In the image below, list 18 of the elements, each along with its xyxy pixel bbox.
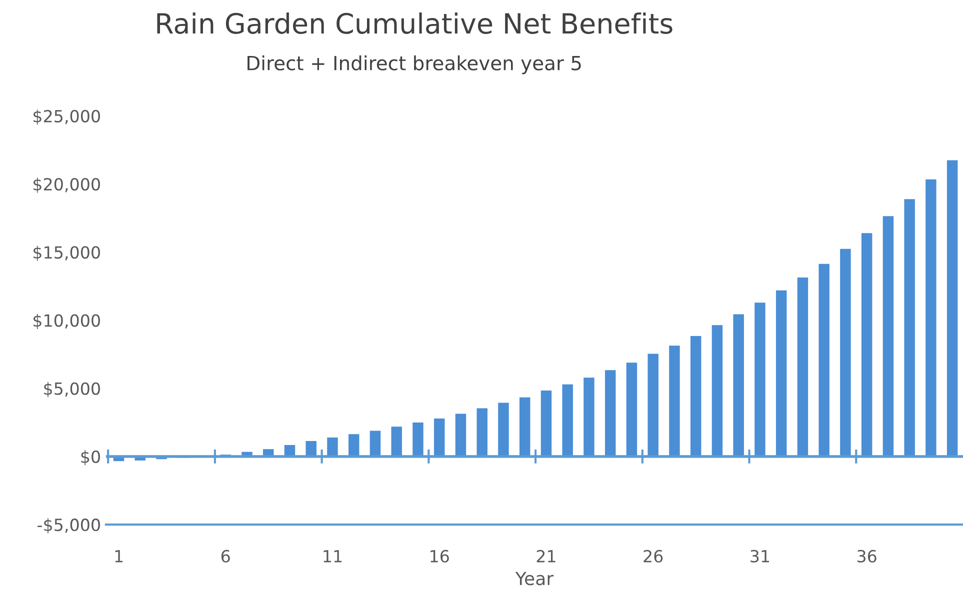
chart-title: Rain Garden Cumulative Net Benefits <box>157 12 672 34</box>
chart-subtitle: Direct + Indirect breakeven year 5 <box>248 55 581 74</box>
x-tick-label: 36 <box>857 550 876 562</box>
x-tick-label: 16 <box>430 550 449 562</box>
y-tick-label: $25,000 <box>34 110 100 125</box>
y-tick-label: $0 <box>81 450 100 466</box>
x-tick-label: 1 <box>115 550 123 562</box>
y-tick-label: $5,000 <box>44 382 100 398</box>
y-tick-label: -$5,000 <box>38 518 100 534</box>
x-tick-label: 31 <box>750 550 770 562</box>
y-tick-label: $10,000 <box>34 314 100 330</box>
y-tick-label: $15,000 <box>34 246 100 261</box>
x-tick-label: 6 <box>221 550 230 562</box>
x-axis-title: Year <box>515 572 554 586</box>
x-tick-label: 11 <box>324 550 342 562</box>
x-tick-label: 21 <box>536 550 556 562</box>
y-tick-label: $20,000 <box>34 178 100 193</box>
x-tick-label: 26 <box>644 550 663 562</box>
